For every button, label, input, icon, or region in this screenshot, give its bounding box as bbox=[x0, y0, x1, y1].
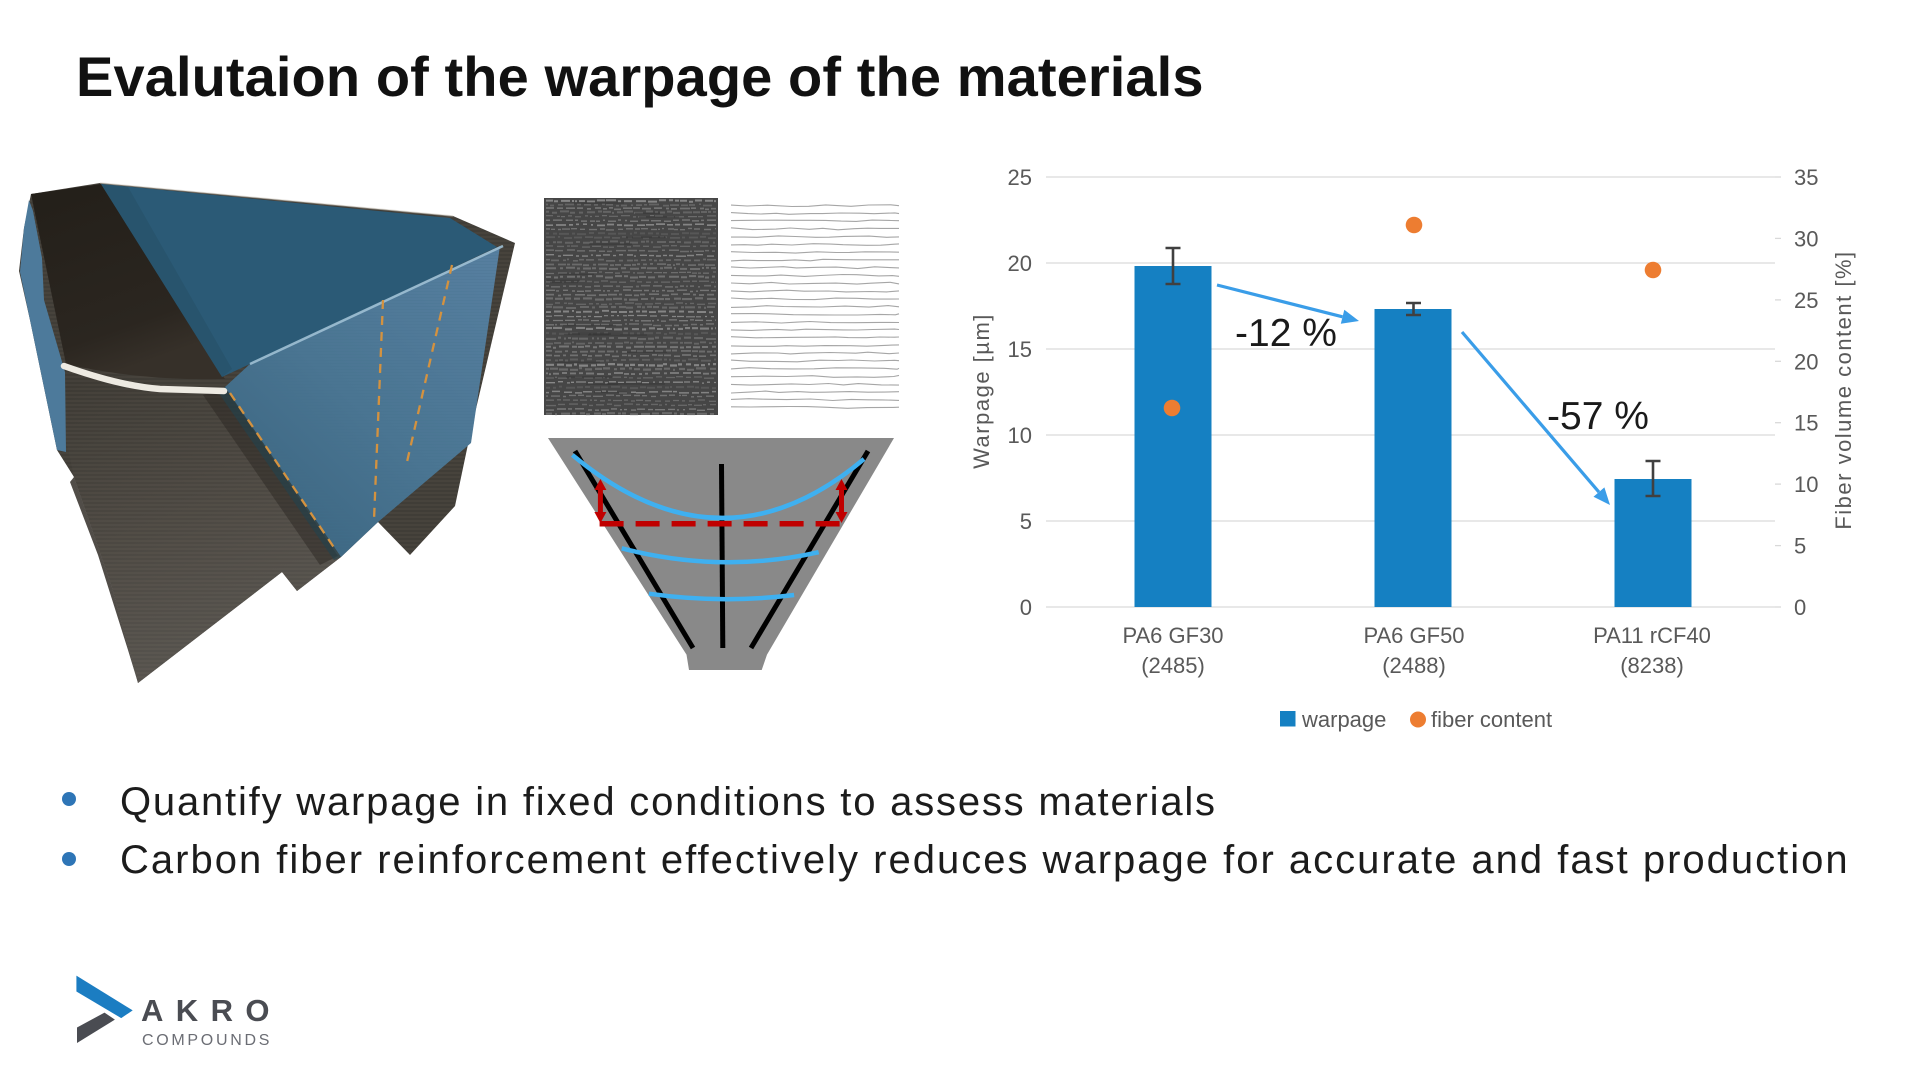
svg-text:20: 20 bbox=[1008, 251, 1032, 276]
svg-text:warpage: warpage bbox=[1301, 707, 1386, 732]
svg-text:(2485): (2485) bbox=[1141, 653, 1205, 678]
svg-text:10: 10 bbox=[1008, 423, 1032, 448]
svg-text:25: 25 bbox=[1794, 288, 1818, 313]
svg-text:(8238): (8238) bbox=[1620, 653, 1684, 678]
svg-text:fiber content: fiber content bbox=[1431, 707, 1552, 732]
svg-text:AKRO: AKRO bbox=[141, 993, 282, 1028]
svg-text:25: 25 bbox=[1008, 165, 1032, 190]
svg-text:PA11 rCF40: PA11 rCF40 bbox=[1593, 623, 1711, 648]
svg-text:15: 15 bbox=[1794, 411, 1818, 436]
svg-text:COMPOUNDS: COMPOUNDS bbox=[142, 1032, 272, 1049]
svg-text:0: 0 bbox=[1794, 595, 1806, 620]
svg-text:5: 5 bbox=[1020, 509, 1032, 534]
svg-text:30: 30 bbox=[1794, 226, 1818, 251]
svg-text:PA6 GF30: PA6 GF30 bbox=[1122, 623, 1223, 648]
svg-text:(2488): (2488) bbox=[1382, 653, 1446, 678]
svg-text:PA6 GF50: PA6 GF50 bbox=[1363, 623, 1464, 648]
svg-text:Fiber volume content [%]: Fiber volume content [%] bbox=[1831, 250, 1856, 529]
svg-text:-57 %: -57 % bbox=[1547, 395, 1649, 438]
svg-text:-12 %: -12 % bbox=[1235, 312, 1337, 355]
svg-text:20: 20 bbox=[1794, 349, 1818, 374]
svg-text:Warpage [µm]: Warpage [µm] bbox=[969, 313, 994, 469]
svg-text:15: 15 bbox=[1008, 337, 1032, 362]
svg-text:5: 5 bbox=[1794, 534, 1806, 559]
svg-text:35: 35 bbox=[1794, 165, 1818, 190]
svg-text:10: 10 bbox=[1794, 472, 1818, 497]
svg-text:0: 0 bbox=[1020, 595, 1032, 620]
